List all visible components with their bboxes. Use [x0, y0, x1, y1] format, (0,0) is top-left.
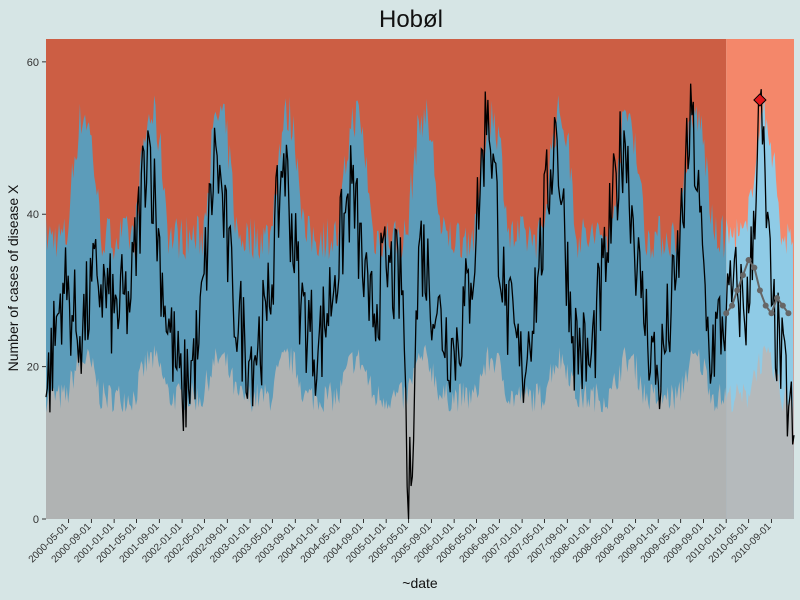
- y-tick-label: 20: [27, 362, 39, 374]
- x-axis-title: ~date: [402, 575, 438, 591]
- y-axis-title: Number of cases of disease X: [5, 184, 21, 371]
- y-tick-label: 0: [33, 514, 39, 526]
- y-tick-label: 60: [27, 57, 39, 69]
- forecast-line: [725, 257, 790, 316]
- y-axis: 0 20 40 60: [27, 57, 46, 526]
- baseline-area: [46, 344, 727, 519]
- highlight-point: [753, 93, 767, 107]
- forecast-baseline-area: [726, 345, 794, 519]
- x-axis: 2000-05-012000-09-012001-01-012001-05-01…: [27, 519, 774, 565]
- y-tick-label: 40: [27, 209, 39, 221]
- chart-title: Hobøl: [379, 6, 443, 33]
- observed-line: [45, 83, 795, 520]
- plot-layers: [45, 39, 795, 520]
